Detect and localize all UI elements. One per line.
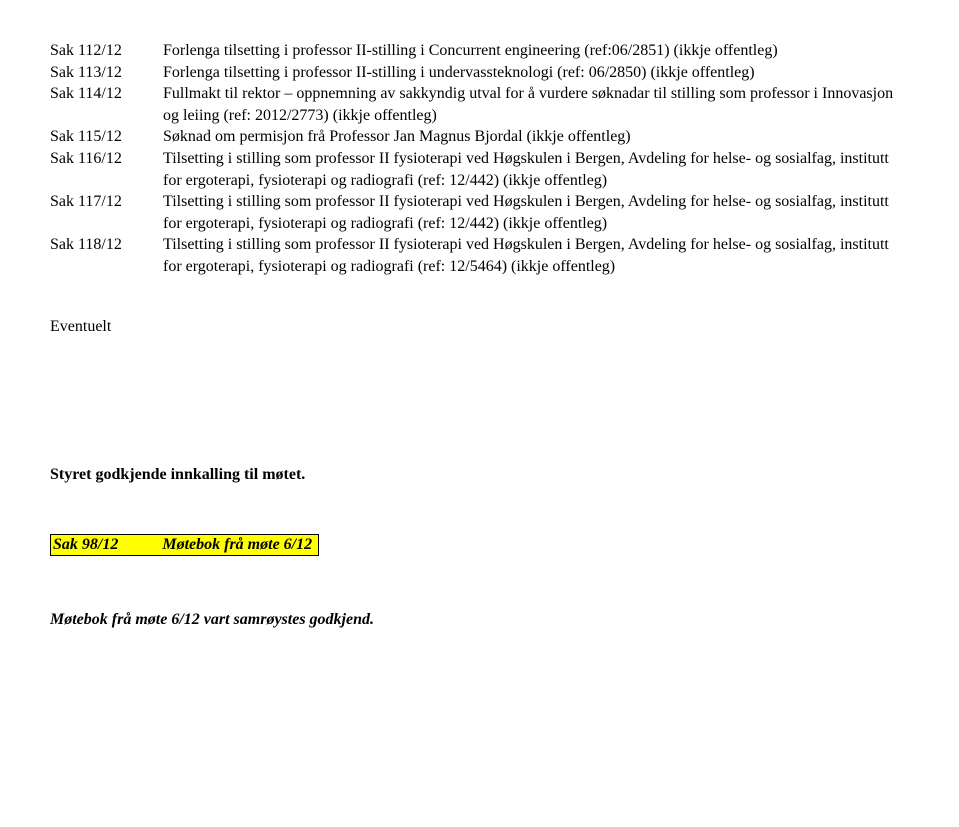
sak-label: Sak 117/12 — [50, 191, 155, 234]
approve-statement: Styret godkjende innkalling til møtet. — [50, 466, 909, 484]
sak-label: Sak 116/12 — [50, 148, 155, 191]
sak-label: Sak 113/12 — [50, 62, 155, 84]
sak-label: Sak 114/12 — [50, 83, 155, 126]
sak-content: Forlenga tilsetting i professor II-still… — [163, 40, 909, 62]
sak-content: Tilsetting i stilling som professor II f… — [163, 234, 909, 277]
highlight-sak-number: Sak 98/12 — [53, 536, 118, 553]
sak-list: Sak 112/12 Forlenga tilsetting i profess… — [50, 40, 909, 278]
sak-label: Sak 112/12 — [50, 40, 155, 62]
sak-content: Fullmakt til rektor – oppnemning av sakk… — [163, 83, 909, 126]
sak-content: Tilsetting i stilling som professor II f… — [163, 148, 909, 191]
sak-content: Tilsetting i stilling som professor II f… — [163, 191, 909, 234]
sak-content: Søknad om permisjon frå Professor Jan Ma… — [163, 126, 909, 148]
highlight-sak-title: Møtebok frå møte 6/12 — [162, 536, 312, 553]
sak-label: Sak 118/12 — [50, 234, 155, 277]
eventuelt-label: Eventuelt — [50, 318, 909, 336]
highlighted-sak-bar: Sak 98/12 Møtebok frå møte 6/12 — [50, 534, 319, 556]
sak-label: Sak 115/12 — [50, 126, 155, 148]
final-statement: Møtebok frå møte 6/12 vart samrøystes go… — [50, 611, 909, 629]
sak-content: Forlenga tilsetting i professor II-still… — [163, 62, 909, 84]
